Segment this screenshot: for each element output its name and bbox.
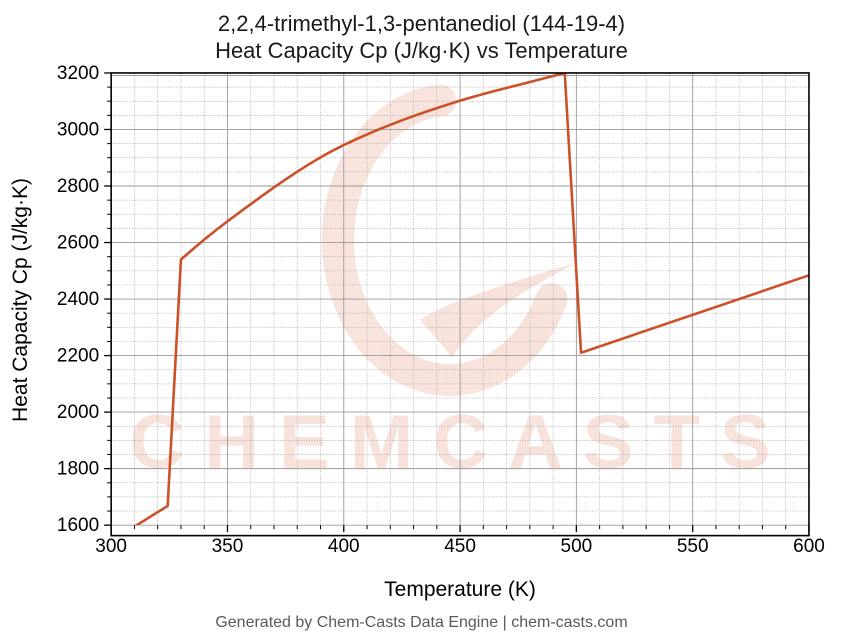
svg-text:350: 350 <box>212 536 244 557</box>
svg-text:3000: 3000 <box>57 119 99 140</box>
svg-text:3200: 3200 <box>57 63 99 84</box>
svg-text:1600: 1600 <box>57 515 99 536</box>
svg-text:2000: 2000 <box>57 402 99 423</box>
svg-text:600: 600 <box>793 536 825 557</box>
svg-text:1800: 1800 <box>57 459 99 480</box>
svg-text:550: 550 <box>677 536 709 557</box>
svg-text:500: 500 <box>561 536 593 557</box>
svg-text:2600: 2600 <box>57 233 99 254</box>
svg-text:2400: 2400 <box>57 289 99 310</box>
svg-text:2200: 2200 <box>57 346 99 367</box>
svg-text:Heat Capacity Cp (J/kg·K): Heat Capacity Cp (J/kg·K) <box>9 178 32 422</box>
svg-text:Temperature (K): Temperature (K) <box>384 578 536 601</box>
svg-text:300: 300 <box>95 536 127 557</box>
svg-text:400: 400 <box>328 536 360 557</box>
svg-text:450: 450 <box>444 536 476 557</box>
svg-text:2800: 2800 <box>57 176 99 197</box>
